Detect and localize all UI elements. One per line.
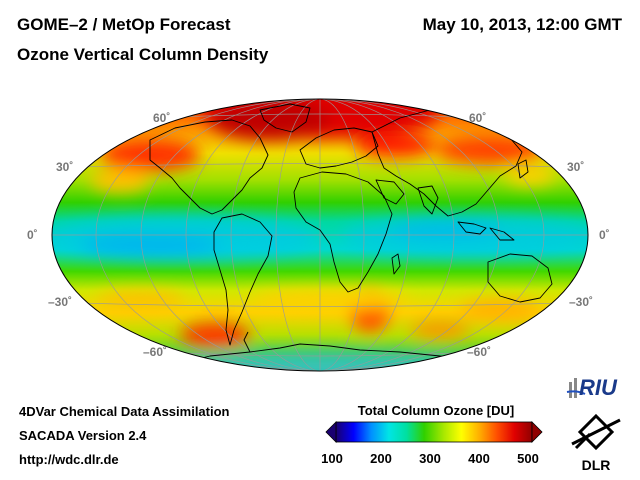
graticule xyxy=(52,99,588,371)
lat-label-30n-left: 30˚ xyxy=(56,160,74,174)
subtitle: Ozone Vertical Column Density xyxy=(17,45,269,64)
ozone-field xyxy=(52,99,588,371)
colorbar-tick: 400 xyxy=(468,451,490,466)
arabia-coast xyxy=(375,179,405,205)
lat-label-60n-left: 60˚ xyxy=(153,111,171,125)
dlr-logo: DLR xyxy=(571,413,621,473)
map-outline xyxy=(51,98,589,372)
colorbar-max-arrow xyxy=(531,421,543,443)
africa-coast xyxy=(293,171,393,293)
colorbar-tick: 500 xyxy=(517,451,539,466)
lat-label-30s-left: –30˚ xyxy=(48,295,73,309)
footer-line-assimilation: 4DVar Chemical Data Assimilation xyxy=(19,404,230,419)
dlr-logo-text: DLR xyxy=(582,457,611,473)
date-time: May 10, 2013, 12:00 GMT xyxy=(422,15,622,34)
antarctica-coast xyxy=(169,343,481,367)
colorbar xyxy=(325,421,543,443)
colorbar-min-arrow xyxy=(325,421,337,443)
footer-link[interactable]: http://wdc.dlr.de xyxy=(19,452,119,467)
colorbar-tick: 300 xyxy=(419,451,441,466)
india-coast xyxy=(417,185,439,215)
colorbar-tick: 100 xyxy=(321,451,343,466)
lat-label-60s-left: –60˚ xyxy=(143,345,168,359)
antarctic-peninsula-coast xyxy=(243,331,251,353)
riu-logo-text: RIU xyxy=(579,375,618,400)
australia-coast xyxy=(487,253,553,303)
madagascar-coast xyxy=(391,253,401,275)
indonesia-coast xyxy=(457,221,515,241)
south-america-coast xyxy=(213,213,273,346)
lat-label-60n-right: 60˚ xyxy=(469,111,487,125)
lat-label-eq-left: 0˚ xyxy=(27,228,38,242)
riu-logo: RIU xyxy=(566,375,618,400)
colorbar-tick: 200 xyxy=(370,451,392,466)
lat-label-eq-right: 0˚ xyxy=(599,228,610,242)
greenland-coast xyxy=(259,103,311,133)
lat-label-60s-right: –60˚ xyxy=(467,345,492,359)
colorbar-title: Total Column Ozone [DU] xyxy=(357,403,515,418)
lat-label-30s-right: –30˚ xyxy=(569,295,594,309)
lat-label-30n-right: 30˚ xyxy=(567,160,585,174)
japan-coast xyxy=(517,159,529,179)
north-america-coast xyxy=(149,119,269,215)
footer-line-version: SACADA Version 2.4 xyxy=(19,428,147,443)
colorbar-gradient xyxy=(335,421,533,443)
europe-coast xyxy=(299,127,379,169)
title-left: GOME–2 / MetOp Forecast xyxy=(17,15,231,34)
